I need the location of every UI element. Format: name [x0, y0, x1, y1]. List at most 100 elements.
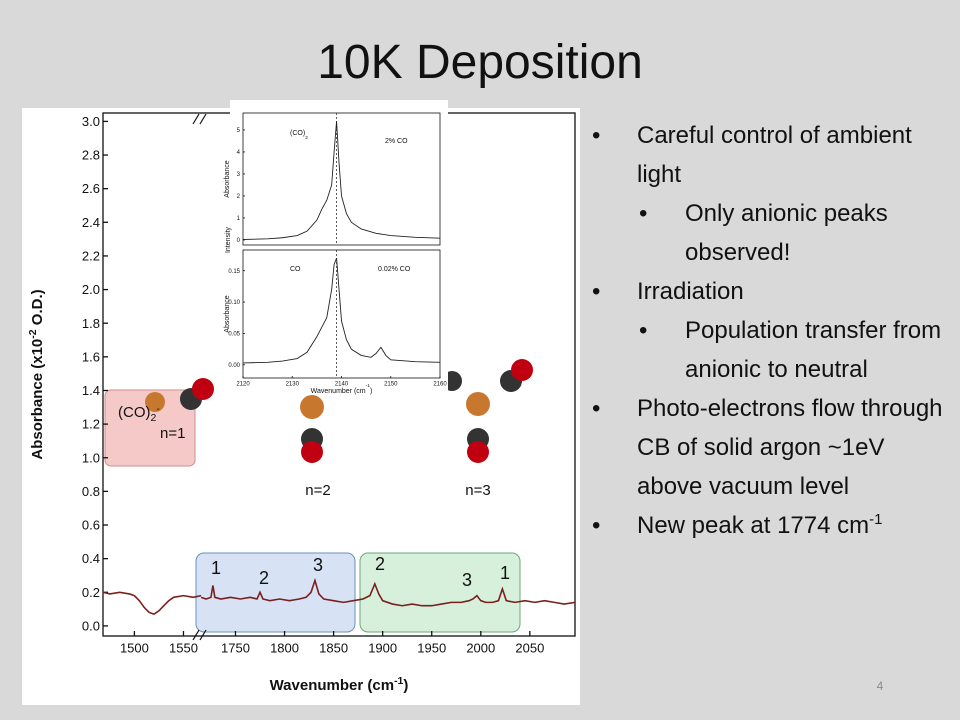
y-tick-label: 0.0: [82, 618, 100, 633]
label-text: n=2: [305, 482, 330, 499]
x-tick-label: 2120: [236, 382, 250, 388]
atom: [511, 359, 533, 381]
y-tick-label: 0.4: [82, 551, 100, 566]
y-tick-label: 0.10: [228, 300, 240, 306]
break-mark: [199, 113, 207, 125]
y-tick-label: 0: [237, 238, 241, 244]
annotation: (CO)2: [290, 130, 308, 141]
y-tick-label: 0.00: [228, 363, 240, 369]
y-tick-label: 1.4: [82, 383, 100, 398]
atom: [300, 395, 324, 419]
label-text: Wavenumber (cm: [311, 388, 366, 395]
label-text: O.D.): [29, 289, 46, 329]
annotation: 1: [211, 558, 221, 578]
x-tick-label: 2160: [433, 382, 447, 388]
bullet-text: Careful control of ambient light: [637, 122, 912, 188]
y-tick-label: 1.2: [82, 417, 100, 432]
y-tick-label: 0.6: [82, 518, 100, 533]
atom: [467, 441, 489, 463]
x-axis-title: Wavenumber (cm-1): [311, 383, 373, 395]
y-tick-label: 1.6: [82, 349, 100, 364]
sub-bullets: Population transfer from anionic to neut…: [637, 311, 952, 389]
y-axis-title: Absorbance: [224, 160, 231, 197]
annotation: n=1: [160, 425, 185, 442]
annotations: (CO)2-n=1n=2 n=31 23 23 1: [118, 403, 510, 590]
annotation: 2: [375, 554, 385, 574]
label-text: n=1: [160, 425, 185, 442]
x-tick-label: 1900: [368, 640, 397, 655]
label-text: ): [403, 677, 408, 694]
label-text: CO: [290, 266, 301, 273]
atom: [301, 441, 323, 463]
data-line: [102, 577, 576, 616]
y-tick-label: 3: [237, 172, 241, 178]
break-mark: [192, 629, 200, 641]
x-tick-label: 1750: [221, 640, 250, 655]
x-axis-title: Wavenumber (cm-1): [270, 675, 409, 694]
label-text: 1: [500, 563, 510, 583]
x-tick-label: 2130: [286, 382, 300, 388]
y-tick-label: 0.2: [82, 585, 100, 600]
axis-break: [192, 113, 207, 641]
bullet: Photo-electrons flow through CB of solid…: [590, 389, 952, 506]
x-tick-label: 1850: [319, 640, 348, 655]
y-tick-label: 0.8: [82, 484, 100, 499]
bullet: Irradiation Population transfer from anio…: [590, 272, 952, 389]
bullet-text: Only anionic peaks observed!: [685, 200, 888, 266]
y-tick-label: 2.6: [82, 181, 100, 196]
label-text: 2% CO: [385, 138, 408, 145]
sub-bullet: Population transfer from anionic to neut…: [637, 311, 952, 389]
atom: [192, 378, 214, 400]
annotation: 1: [500, 563, 510, 583]
label-text: 2: [375, 554, 385, 574]
atom: [145, 392, 165, 412]
x-tick-label: 1500: [120, 640, 149, 655]
bullet-text: Irradiation: [637, 278, 744, 305]
annotation: 2% CO: [385, 138, 408, 145]
superscript: -1: [869, 511, 883, 528]
annotation: (CO)2-: [118, 403, 160, 424]
annotation: 3: [313, 555, 323, 575]
x-tick-label: 2000: [466, 640, 495, 655]
x-tick-label: 2050: [515, 640, 544, 655]
data-line: [242, 257, 441, 364]
superscript: -: [156, 403, 160, 415]
molecules: [145, 359, 533, 463]
highlight-box: [359, 552, 521, 633]
annotation: n=3: [465, 482, 490, 499]
annotation: 0.02% CO: [378, 266, 411, 273]
annotation: n=2: [305, 482, 330, 499]
y-tick-label: 4: [237, 150, 241, 156]
sub-bullet: Only anionic peaks observed!: [637, 194, 952, 272]
data-line: [242, 121, 441, 240]
y-axis-title: Absorbance (x10-2 O.D.): [27, 289, 46, 459]
label-text: n=3: [465, 482, 490, 499]
y-tick-label: 2.0: [82, 282, 100, 297]
superscript: -1: [366, 383, 371, 389]
x-tick-label: 1550: [169, 640, 198, 655]
x-tick-label: 1950: [417, 640, 446, 655]
y-axis-title: Absorbance: [224, 295, 231, 332]
plot-frame: [242, 112, 441, 246]
label-text: 2: [259, 568, 269, 588]
x-tick-label: 2140: [335, 382, 349, 388]
label-text: Wavenumber (cm: [270, 677, 394, 694]
label-text: (CO): [118, 404, 151, 421]
label-text: 3: [313, 555, 323, 575]
atom: [466, 392, 490, 416]
y-tick-label: 2.4: [82, 215, 100, 230]
slide-title: 10K Deposition: [317, 36, 643, 89]
annotation: 2: [259, 568, 269, 588]
label-text: ): [370, 388, 372, 395]
bullet-text: New peak at 1774 cm: [637, 512, 870, 539]
y-tick-label: 2: [237, 194, 241, 200]
y-tick-label: 2.8: [82, 148, 100, 163]
y-tick-label: 3.0: [82, 114, 100, 129]
y-tick-label: 2.2: [82, 248, 100, 263]
highlight-box: [195, 552, 356, 633]
main-chart: 0.0 0.2 0.4 0.6 0.8 1.0 1.2 1.4 1.6 1.8 2.0 2.2 2.4 2…: [27, 112, 576, 694]
label-text: 1: [211, 558, 221, 578]
